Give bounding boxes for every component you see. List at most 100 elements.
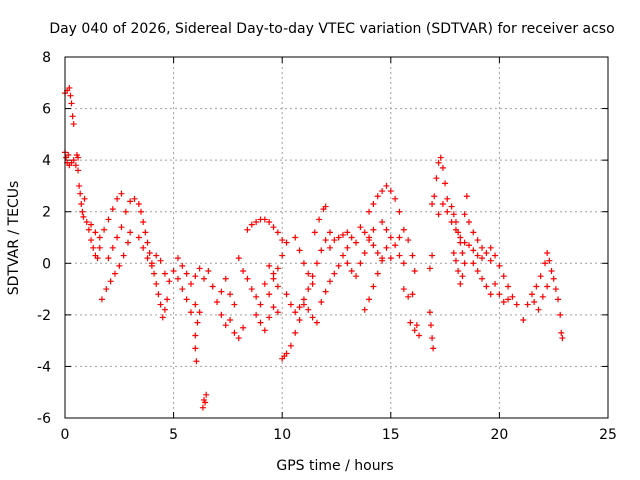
data-point: [322, 288, 329, 295]
data-point: [111, 270, 118, 277]
data-point: [70, 157, 77, 164]
data-point: [174, 255, 181, 262]
data-point: [509, 293, 516, 300]
data-point: [392, 242, 399, 249]
data-point: [140, 219, 147, 226]
data-point: [107, 278, 114, 285]
data-point: [146, 249, 153, 256]
data-point: [138, 208, 145, 215]
data-point: [496, 262, 503, 269]
data-point: [142, 229, 149, 236]
y-tick-label: -2: [37, 308, 51, 324]
data-point: [240, 324, 247, 331]
y-tick-label: 8: [42, 50, 51, 66]
data-point: [66, 84, 73, 91]
data-point: [114, 234, 121, 241]
data-point: [544, 249, 551, 256]
axis-ticks: 0 5 10 15 20 25 -6 -4 -2 0 2 4 6 8: [37, 50, 617, 443]
data-point: [222, 275, 229, 282]
data-point: [383, 226, 390, 233]
data-point: [387, 255, 394, 262]
data-point: [244, 226, 251, 233]
data-point: [135, 200, 142, 207]
data-point: [68, 100, 75, 107]
data-point: [379, 257, 386, 264]
data-point: [270, 270, 277, 277]
data-point: [283, 291, 290, 298]
data-point: [344, 260, 351, 267]
data-point: [452, 219, 459, 226]
data-point: [292, 234, 299, 241]
data-point: [479, 244, 486, 251]
data-point: [463, 193, 470, 200]
data-point: [192, 345, 199, 352]
data-point: [261, 327, 268, 334]
data-point: [192, 273, 199, 280]
data-point: [77, 190, 84, 197]
data-point: [90, 244, 97, 251]
data-point: [348, 234, 355, 241]
x-tick-label: 10: [273, 427, 291, 443]
data-point: [170, 268, 177, 275]
data-point: [287, 342, 294, 349]
data-point: [427, 322, 434, 329]
data-point: [253, 219, 260, 226]
data-point: [124, 239, 131, 246]
data-point: [135, 234, 142, 241]
data-point: [114, 195, 121, 202]
data-point: [326, 244, 333, 251]
data-point: [193, 358, 200, 365]
data-point: [94, 255, 101, 262]
data-point: [218, 311, 225, 318]
data-point: [370, 200, 377, 207]
data-point: [331, 270, 338, 277]
data-point: [361, 306, 368, 313]
data-point: [109, 206, 116, 213]
data-point: [305, 270, 312, 277]
data-point: [274, 309, 281, 316]
data-point: [101, 226, 108, 233]
data-point: [279, 252, 286, 259]
data-point: [270, 224, 277, 231]
data-point: [461, 239, 468, 246]
data-point: [450, 211, 457, 218]
data-point: [92, 229, 99, 236]
data-point: [457, 234, 464, 241]
x-tick-label: 25: [599, 427, 617, 443]
y-tick-label: -4: [37, 359, 51, 375]
data-point: [459, 273, 466, 280]
data-point: [159, 314, 166, 321]
data-point: [253, 293, 260, 300]
data-point: [309, 273, 316, 280]
x-tick-label: 5: [169, 427, 178, 443]
data-point: [340, 252, 347, 259]
data-point: [227, 317, 234, 324]
chart-title: Day 040 of 2026, Sidereal Day-to-day VTE…: [49, 21, 614, 37]
data-point: [366, 234, 373, 241]
x-axis-label: GPS time / hours: [276, 458, 393, 474]
data-point: [448, 203, 455, 210]
y-tick-label: 4: [42, 153, 51, 169]
data-point: [435, 211, 442, 218]
data-point: [253, 311, 260, 318]
data-point: [305, 306, 312, 313]
x-tick-label: 0: [61, 427, 70, 443]
data-point: [558, 329, 565, 336]
data-point: [474, 268, 481, 275]
data-point: [270, 275, 277, 282]
data-point: [192, 332, 199, 339]
data-point: [413, 322, 420, 329]
data-point: [340, 231, 347, 238]
data-point: [231, 329, 238, 336]
data-point: [465, 242, 472, 249]
data-point: [179, 286, 186, 293]
data-point: [416, 332, 423, 339]
data-point: [552, 286, 559, 293]
data-point: [287, 301, 294, 308]
data-point: [161, 270, 168, 277]
data-point: [183, 270, 190, 277]
data-point: [442, 180, 449, 187]
data-point: [383, 182, 390, 189]
data-point: [88, 237, 95, 244]
